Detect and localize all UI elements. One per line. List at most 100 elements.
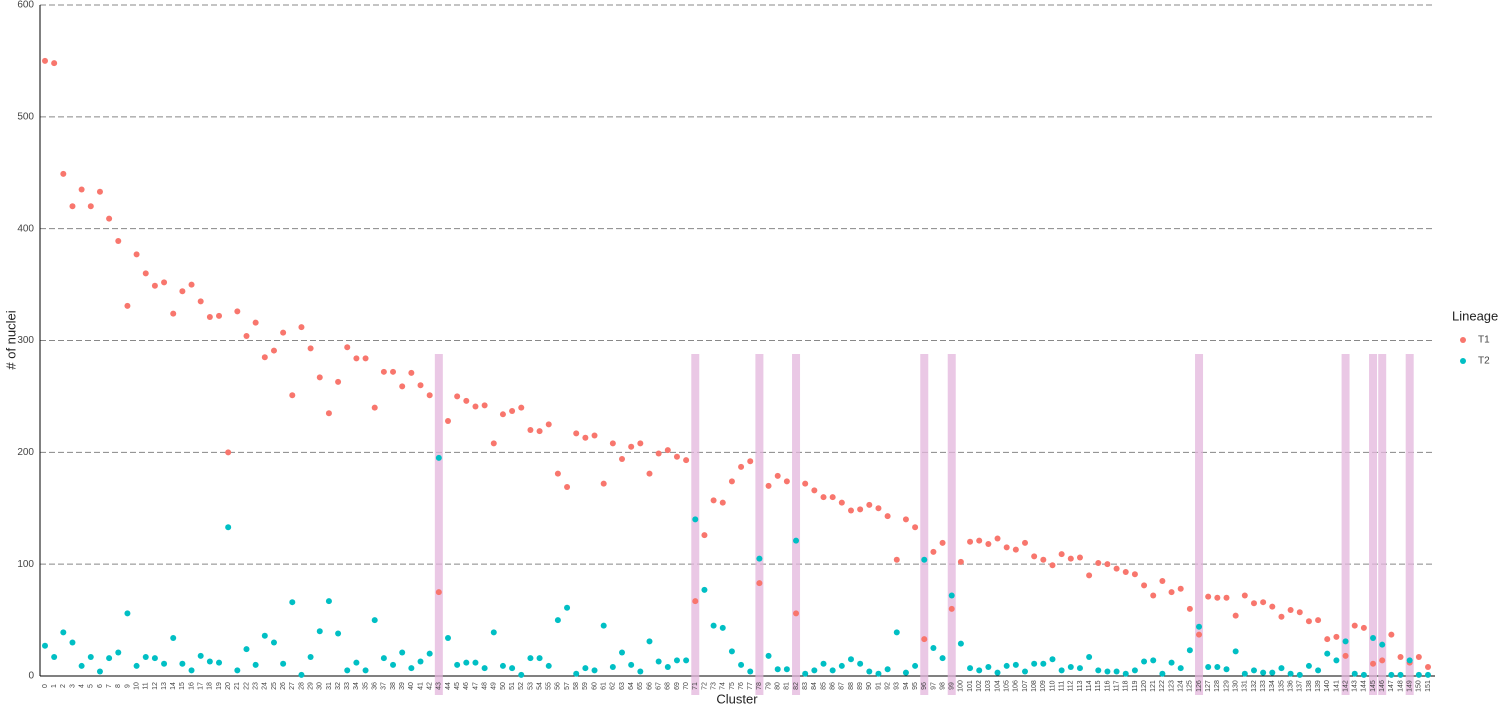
- x-tick-label: 55: [546, 682, 553, 690]
- point: [307, 345, 314, 352]
- x-tick-label: 131: [1242, 680, 1249, 692]
- point: [591, 667, 598, 674]
- point: [976, 667, 983, 674]
- x-tick-label: 36: [372, 682, 379, 690]
- point: [142, 270, 149, 277]
- point: [390, 368, 397, 375]
- highlight-band: [920, 354, 929, 695]
- point: [216, 659, 223, 666]
- x-tick-label: 94: [903, 682, 910, 690]
- x-tick-label: 118: [1123, 680, 1130, 691]
- point: [206, 658, 213, 665]
- point: [151, 282, 158, 289]
- x-tick-label: 54: [536, 682, 543, 690]
- point: [1031, 553, 1038, 560]
- point: [1351, 622, 1358, 629]
- point: [151, 655, 158, 662]
- x-tick-label: 123: [1168, 680, 1175, 692]
- point: [536, 655, 543, 662]
- point: [1131, 571, 1138, 578]
- y-tick-label: 600: [17, 0, 34, 11]
- point: [362, 667, 369, 674]
- x-tick-label: 53: [527, 682, 534, 690]
- x-tick-label: 4: [78, 684, 85, 688]
- point: [1260, 599, 1267, 606]
- point: [811, 487, 818, 494]
- x-tick-label: 20: [225, 682, 232, 690]
- point: [1425, 664, 1431, 671]
- x-tick-label: 147: [1388, 680, 1395, 692]
- point: [1150, 657, 1157, 664]
- point: [179, 660, 186, 667]
- legend-label: T2: [1478, 356, 1490, 367]
- point: [802, 670, 809, 677]
- point: [683, 657, 690, 664]
- point: [69, 639, 76, 646]
- x-tick-label: 82: [793, 682, 800, 690]
- point: [582, 665, 589, 672]
- point: [325, 598, 332, 605]
- x-tick-label: 64: [628, 682, 635, 690]
- point: [463, 397, 470, 404]
- x-tick-label: 117: [1113, 680, 1120, 691]
- point: [444, 418, 451, 425]
- x-tick-label: 78: [756, 682, 763, 690]
- x-tick-label: 14: [170, 682, 177, 690]
- point: [692, 516, 699, 523]
- point: [646, 470, 653, 477]
- point: [939, 655, 946, 662]
- point: [628, 661, 635, 668]
- highlight-band: [1378, 354, 1387, 695]
- x-tick-label: 132: [1251, 680, 1258, 692]
- x-tick-label: 99: [949, 682, 956, 690]
- point: [335, 630, 342, 637]
- point: [1196, 631, 1203, 638]
- point: [518, 404, 525, 411]
- x-tick-label: 6: [97, 684, 104, 688]
- legend-label: T1: [1478, 335, 1490, 346]
- x-tick-label: 83: [802, 682, 809, 690]
- point: [967, 538, 974, 545]
- point: [1287, 670, 1294, 677]
- x-tick-label: 114: [1086, 680, 1093, 691]
- point: [1049, 562, 1056, 569]
- point: [60, 629, 67, 636]
- point: [1058, 667, 1065, 674]
- x-tick-label: 60: [591, 682, 598, 690]
- highlight-band: [434, 354, 443, 695]
- x-tick-label: 72: [701, 682, 708, 690]
- point: [1141, 658, 1148, 665]
- x-tick-label: 137: [1297, 680, 1304, 692]
- point: [765, 652, 772, 659]
- x-tick-label: 44: [445, 682, 452, 690]
- point: [976, 537, 983, 544]
- point: [124, 302, 131, 309]
- point: [380, 655, 387, 662]
- point: [1104, 561, 1111, 568]
- point: [1086, 572, 1093, 579]
- point: [499, 411, 506, 418]
- x-tick-label: 71: [692, 682, 699, 690]
- point: [1425, 671, 1431, 678]
- point: [692, 598, 699, 605]
- point: [170, 634, 177, 641]
- point: [1415, 653, 1422, 660]
- x-tick-label: 130: [1233, 680, 1240, 692]
- x-tick-label: 42: [427, 682, 434, 690]
- x-tick-label: 101: [967, 680, 974, 692]
- point: [261, 632, 268, 639]
- point: [1012, 546, 1019, 553]
- point: [1342, 638, 1349, 645]
- point: [499, 662, 506, 669]
- x-tick-label: 92: [884, 682, 891, 690]
- point: [325, 410, 332, 417]
- point: [1379, 641, 1386, 648]
- x-tick-label: 48: [481, 682, 488, 690]
- x-tick-label: 113: [1077, 680, 1084, 691]
- x-tick-label: 26: [280, 682, 287, 690]
- x-tick-label: 87: [839, 682, 846, 690]
- point: [967, 665, 974, 672]
- x-tick-label: 144: [1361, 680, 1368, 692]
- point: [472, 659, 479, 666]
